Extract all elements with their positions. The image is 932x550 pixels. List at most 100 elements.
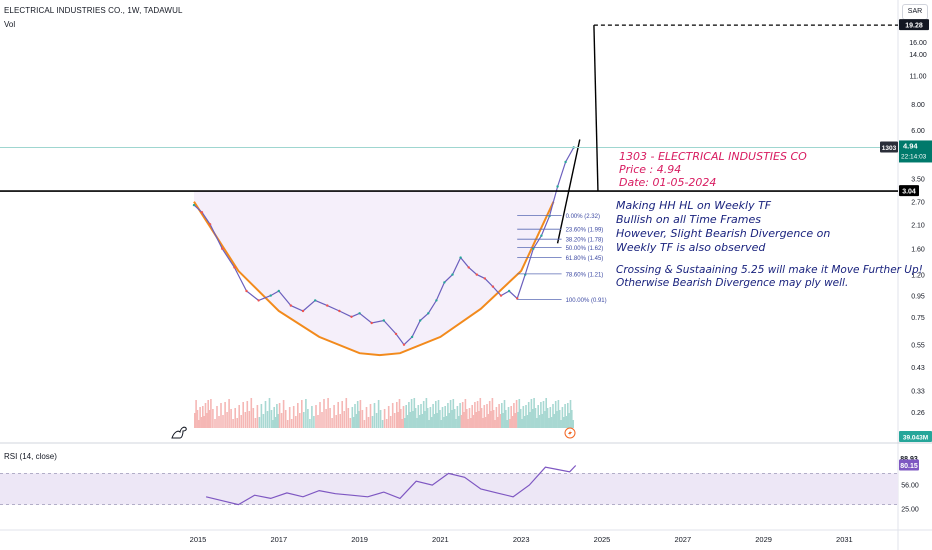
volume-bar — [311, 406, 313, 428]
annotation-note: Weekly TF is also observed — [616, 241, 766, 254]
price-point — [245, 289, 248, 293]
projection-line — [593, 25, 599, 192]
volume-bar — [522, 406, 525, 428]
volume-bar — [451, 410, 453, 428]
volume-bar — [404, 418, 406, 428]
volume-bar — [444, 406, 446, 428]
volume-bar — [292, 406, 295, 428]
price-point — [483, 277, 486, 280]
price-point — [564, 160, 567, 164]
x-tick-label: 2019 — [351, 535, 368, 544]
volume-bar — [534, 408, 537, 428]
volume-bar — [475, 412, 477, 428]
volume-bar — [276, 404, 278, 428]
volume-bar — [425, 398, 428, 428]
x-tick-label: 2031 — [836, 535, 853, 544]
volume-bar — [545, 398, 547, 428]
volume-bar — [297, 403, 299, 428]
volume-bar — [483, 405, 486, 428]
annotation-note: However, Slight Bearish Divergence on — [616, 227, 831, 240]
x-tick-label: 2017 — [270, 535, 287, 544]
volume-bar — [440, 420, 442, 428]
volume-bar — [335, 415, 337, 428]
volume-bar — [359, 400, 362, 428]
lightning-icon[interactable] — [564, 427, 576, 439]
volume-bar — [274, 417, 277, 428]
volume-bar — [497, 417, 499, 428]
volume-badge: 39.043M — [903, 435, 928, 442]
price-point — [269, 294, 272, 297]
price-point — [326, 304, 329, 307]
fib-level-label: 61.80% (1.45) — [566, 256, 604, 262]
price-point — [358, 312, 361, 315]
volume-bar — [521, 419, 523, 428]
volume-bar — [272, 420, 274, 428]
annotation-note: Bullish on all Time Frames — [616, 213, 761, 226]
volume-bar — [367, 417, 370, 428]
volume-bar — [242, 402, 244, 428]
volume-bar — [527, 402, 530, 428]
volume-bar — [337, 402, 339, 428]
price-point — [192, 203, 196, 207]
volume-bar — [478, 411, 480, 428]
y-tick-label: 3.50 — [911, 176, 925, 183]
y-tick-label: 0.55 — [911, 343, 925, 350]
volume-bar — [354, 404, 356, 428]
volume-bar — [216, 406, 218, 428]
annotation-note: Making HH HL on Weekly TF — [616, 199, 772, 212]
volume-bar — [409, 412, 411, 428]
volume-bar — [398, 399, 401, 428]
annotation-outlook: Crossing & Sustaaining 5.25 will make it… — [616, 264, 923, 276]
volume-bar — [295, 416, 297, 428]
price-point — [499, 294, 503, 297]
volume-bar — [514, 413, 517, 428]
volume-bar — [327, 398, 329, 428]
volume-bar — [437, 400, 440, 428]
volume-bar — [226, 412, 228, 428]
volume-bar — [331, 418, 333, 428]
volume-bar — [365, 407, 368, 428]
fib-level-label: 0.00% (2.32) — [566, 214, 600, 220]
ticker-badge: 1303 — [882, 145, 897, 152]
volume-bar — [486, 404, 488, 428]
volume-bar — [303, 412, 305, 428]
y-tick-label: 0.75 — [911, 315, 925, 322]
fib-level-label: 23.60% (1.99) — [566, 228, 604, 234]
volume-bar — [228, 399, 230, 428]
resistance-badge: 3.04 — [902, 189, 916, 196]
price-point — [532, 247, 535, 250]
y-tick-label: 14.00 — [909, 52, 927, 59]
volume-bar — [554, 401, 557, 428]
volume-bar — [260, 404, 263, 428]
price-point — [427, 312, 430, 315]
volume-bar — [393, 413, 396, 428]
volume-bar — [453, 409, 456, 428]
volume-bar — [339, 414, 341, 428]
volume-bar — [432, 404, 434, 428]
volume-bar — [207, 400, 209, 428]
price-badge-bg — [899, 140, 932, 163]
volume-bar — [518, 399, 521, 428]
volume-bar — [244, 412, 247, 428]
volume-bar — [548, 418, 550, 428]
resistance-badge-bg — [899, 185, 919, 197]
price-point — [459, 256, 462, 259]
volume-bar — [321, 412, 323, 428]
volume-bar — [375, 413, 378, 428]
volume-bar — [572, 420, 574, 428]
volume-bar — [433, 414, 436, 428]
volume-bar — [224, 402, 226, 428]
price-point — [370, 321, 373, 325]
volume-bar — [329, 408, 331, 428]
volume-bar — [262, 414, 265, 428]
volume-bar — [526, 415, 529, 428]
volume-bar — [499, 414, 502, 428]
price-point — [289, 304, 293, 307]
volume-bar — [204, 403, 207, 428]
price-point — [233, 266, 236, 269]
rsi-tick-label: 56.00 — [901, 482, 919, 489]
volume-bar — [307, 409, 309, 428]
y-tick-label: 8.00 — [911, 102, 925, 109]
volume-bar — [273, 407, 275, 428]
